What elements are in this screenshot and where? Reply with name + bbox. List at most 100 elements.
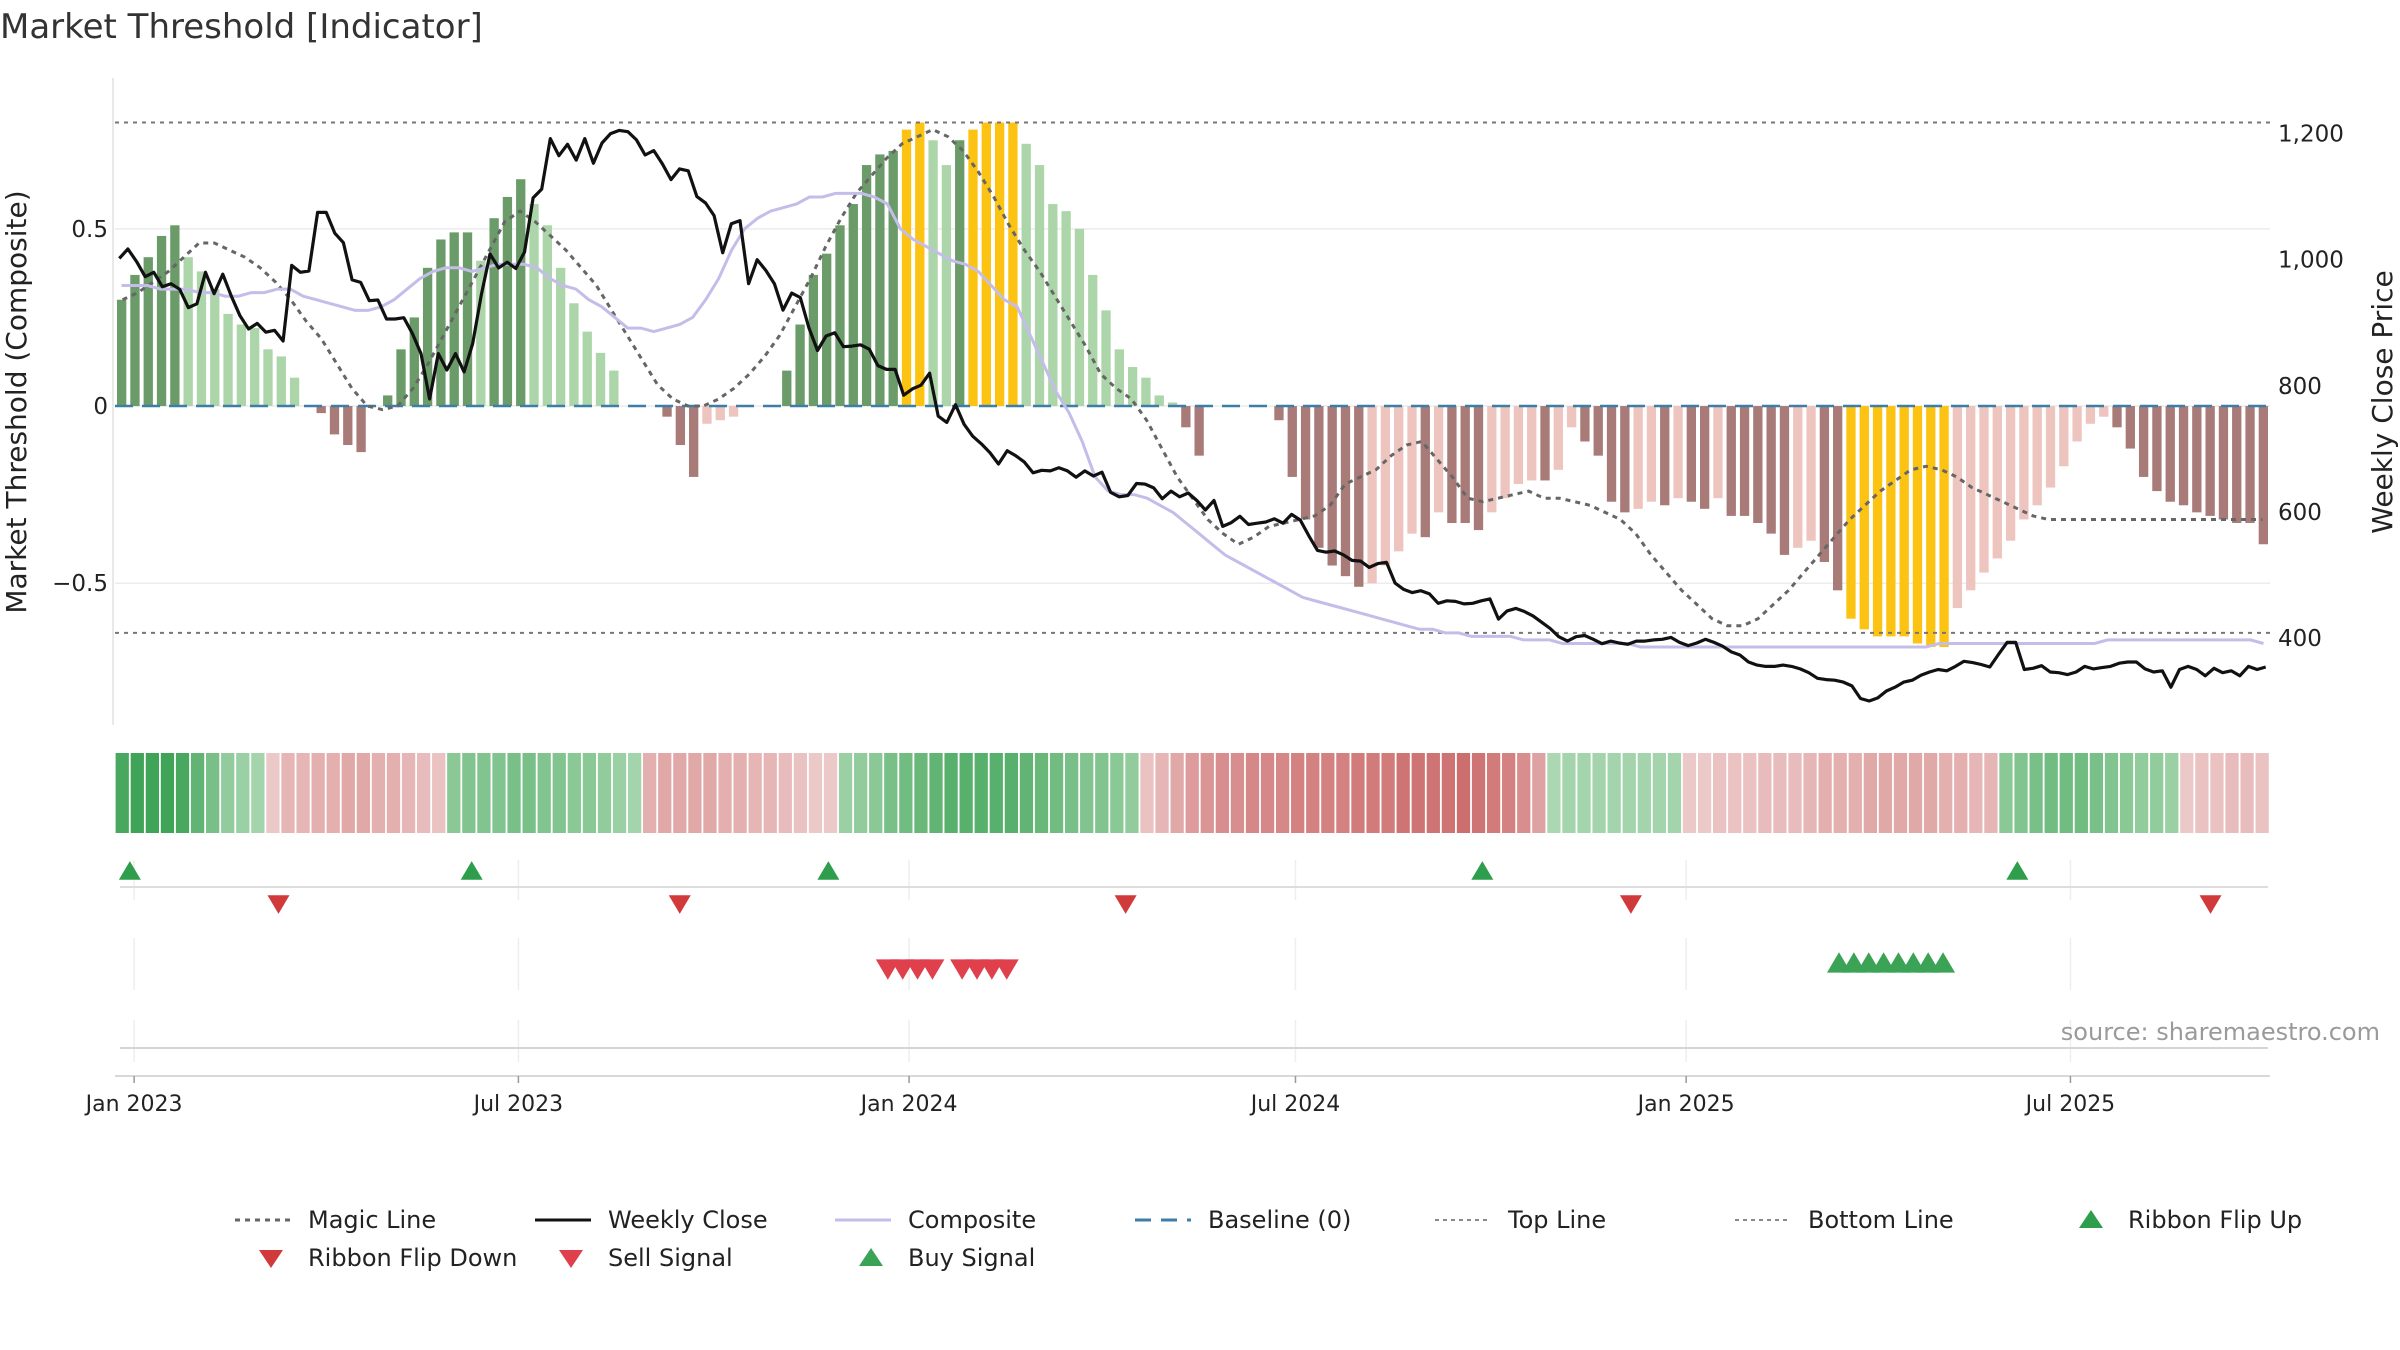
legend-label: Weekly Close [608, 1206, 768, 1234]
bar [1966, 406, 1976, 591]
bar [396, 349, 406, 407]
ribbon-cell [838, 753, 853, 833]
ribbon-cell [1713, 753, 1727, 833]
bar [1287, 406, 1297, 477]
bar [1167, 402, 1178, 407]
bar [1606, 406, 1617, 502]
bar [1008, 122, 1018, 407]
bar [1713, 406, 1723, 499]
bar [1899, 406, 1909, 637]
ribbon-cell [2119, 753, 2134, 833]
legend-swatch [259, 1250, 283, 1268]
ribbon-cell [115, 753, 129, 833]
bar [861, 165, 872, 407]
ribbon-cell [1215, 753, 1229, 833]
series-lines [118, 127, 2267, 703]
ribbon-cell [206, 753, 220, 833]
bar [2245, 406, 2255, 523]
bar [1779, 406, 1790, 555]
ribbon-cell [1019, 753, 1034, 833]
legend: Magic Line Weekly Close Composite Baseline … [235, 1206, 2302, 1272]
ribbon-cell [748, 753, 762, 833]
ribbon-cell [2165, 753, 2179, 833]
ribbon-cell [2195, 753, 2209, 833]
bar [383, 395, 393, 407]
y2-tick-label: 600 [2278, 500, 2322, 526]
bar [1340, 406, 1351, 577]
bar [1101, 310, 1111, 407]
ribbon-cell [266, 753, 280, 833]
ribbon-cell [1200, 753, 1214, 833]
bar [1194, 406, 1204, 456]
ribbon-cell [416, 753, 431, 833]
ribbon-cell [1441, 753, 1456, 833]
bar [409, 317, 419, 407]
legend-item: Ribbon Flip Up [2079, 1206, 2302, 1234]
ribbon-cell [673, 753, 687, 833]
ribbon-cell [175, 753, 190, 833]
bar [595, 352, 606, 407]
ribbon-cell [733, 753, 747, 833]
ribbon-cell [643, 753, 657, 833]
ribbon-cell [1230, 753, 1245, 833]
ribbon-cell [236, 753, 250, 833]
ribbon-cell [2225, 753, 2239, 833]
legend-swatch [859, 1248, 883, 1266]
ribbon-flip-down-marker [1114, 895, 1137, 914]
bar [2045, 406, 2056, 488]
bar [1686, 406, 1696, 502]
bar [582, 331, 592, 407]
bar [2232, 406, 2242, 523]
ribbon-cell [1260, 753, 1275, 833]
bar [1846, 406, 1856, 619]
ribbon-cell [1893, 753, 1908, 833]
bar [901, 129, 912, 407]
ribbon-cell [1863, 753, 1877, 833]
bar [1354, 406, 1364, 587]
ribbon-cell [914, 753, 928, 833]
ribbon-cell [1803, 753, 1817, 833]
bar [1739, 406, 1750, 516]
bar [2099, 406, 2109, 417]
x-tick-label: Jul 2023 [472, 1092, 564, 1117]
bar [609, 370, 619, 407]
ribbon-cell [371, 753, 386, 833]
ribbon-cell [2180, 753, 2194, 833]
bar [1034, 165, 1045, 407]
ribbon-cell [160, 753, 175, 833]
bar [1127, 367, 1138, 407]
ribbon-cell [2044, 753, 2058, 833]
sell-signal-marker [920, 959, 945, 980]
ribbon-cell [1471, 753, 1486, 833]
ribbon-cell [1697, 753, 1712, 833]
ribbon-cell [1577, 753, 1591, 833]
ribbon-cell [1547, 753, 1561, 833]
bar [569, 303, 579, 407]
legend-label: Ribbon Flip Up [2128, 1206, 2302, 1234]
bar [1553, 406, 1563, 470]
ribbon-cell [1291, 753, 1305, 833]
bar [2205, 406, 2215, 516]
bar [1300, 406, 1311, 520]
ribbon-cell [1185, 753, 1199, 833]
bar [1513, 406, 1524, 485]
legend-label: Top Line [1507, 1206, 1606, 1234]
bar [156, 235, 167, 407]
ribbon-cell [401, 753, 416, 833]
ribbon-cell [1682, 753, 1697, 833]
ribbon-cell [1728, 753, 1742, 833]
bar [835, 225, 845, 407]
ribbon-cell [1381, 753, 1395, 833]
weekly-close-line [118, 128, 2267, 703]
bar [116, 299, 127, 407]
bar [2112, 406, 2122, 428]
ribbon-cell [386, 753, 401, 833]
bar [1527, 406, 1537, 481]
bar [1673, 406, 1683, 499]
ribbon-cell [869, 753, 883, 833]
bar [1274, 406, 1284, 421]
ribbon-cell [1788, 753, 1802, 833]
ribbon-cell [1080, 753, 1094, 833]
y2-axis-label: Weekly Close Price [2366, 270, 2399, 533]
bar [875, 154, 885, 407]
